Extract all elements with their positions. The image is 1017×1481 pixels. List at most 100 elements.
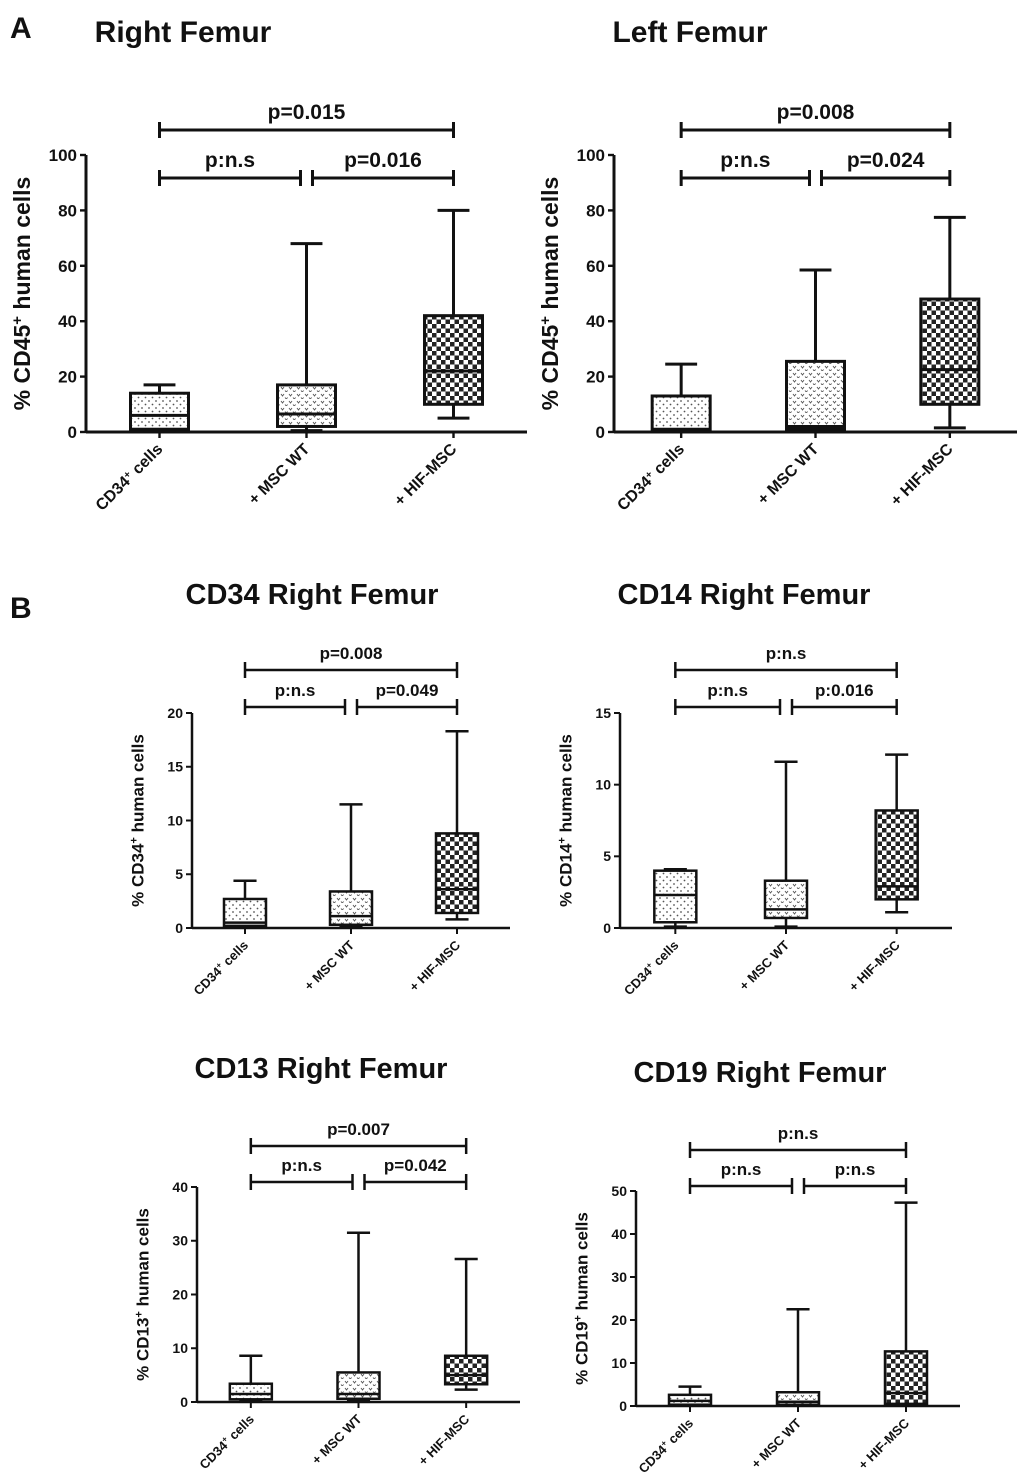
y-tick-label: 30: [611, 1269, 627, 1285]
y-tick-label: 15: [595, 705, 611, 721]
y-tick-label: 60: [58, 257, 77, 276]
p-value-label: p:n.s: [281, 1156, 322, 1175]
box: [763, 879, 809, 920]
category-label: + HIF-MSC: [391, 440, 460, 509]
y-tick-label: 20: [172, 1286, 188, 1302]
y-tick-label: 40: [611, 1226, 627, 1242]
box: [129, 391, 190, 431]
p-value-label: p:0.016: [815, 681, 874, 700]
p-value-label: p=0.008: [320, 644, 383, 663]
y-tick-label: 100: [577, 146, 605, 165]
y-tick-label: 40: [586, 312, 605, 331]
box: [443, 1354, 489, 1386]
p-value-label: p:n.s: [778, 1124, 819, 1143]
chart-title: CD34 Right Femur: [186, 579, 439, 611]
category-label: CD34+ cells: [614, 440, 688, 514]
y-tick-label: 40: [172, 1179, 188, 1195]
box: [785, 359, 846, 431]
p-value-label: p:n.s: [707, 681, 748, 700]
y-axis-label: % CD19+ human cells: [573, 1212, 592, 1385]
y-tick-label: 60: [586, 257, 605, 276]
p-value-label: p:n.s: [766, 644, 807, 663]
category-label: + HIF-MSC: [855, 1415, 912, 1472]
y-axis-label: % CD34+ human cells: [129, 734, 148, 907]
category-label: + MSC WT: [246, 441, 314, 509]
category-label: + MSC WT: [309, 1411, 365, 1467]
p-value-label: p=0.016: [344, 149, 422, 172]
y-tick-label: 100: [49, 146, 77, 165]
p-value-label: p:n.s: [720, 149, 770, 172]
y-tick-label: 80: [586, 201, 605, 220]
y-axis-label: % CD45+ human cells: [8, 177, 35, 411]
box: [228, 1382, 274, 1401]
category-label: + MSC WT: [301, 937, 357, 993]
y-tick-label: 30: [172, 1233, 188, 1249]
y-tick-label: 0: [619, 1398, 627, 1414]
y-tick-label: 0: [180, 1394, 188, 1410]
category-label: + HIF-MSC: [846, 937, 903, 994]
box: [650, 394, 712, 433]
y-tick-label: 0: [596, 423, 605, 442]
y-tick-label: 10: [611, 1355, 627, 1371]
y-tick-label: 15: [167, 759, 183, 775]
category-label: CD34+ cells: [620, 937, 681, 998]
box: [222, 897, 268, 928]
y-axis-label: % CD13+ human cells: [134, 1208, 153, 1381]
chart-title: Left Femur: [612, 16, 767, 49]
chart-4: CD14 Right Femur 0 5 10 15 % CD14+ human cell…: [557, 579, 952, 998]
p-value-label: p=0.049: [376, 681, 439, 700]
chart-5: CD13 Right Femur 0 10 20 30 40 % CD13+ human c…: [134, 1053, 520, 1472]
box: [919, 297, 981, 406]
category-label: + HIF-MSC: [888, 440, 957, 509]
p-value-label: p=0.024: [847, 149, 925, 172]
category-label: + HIF-MSC: [415, 1411, 472, 1468]
chart-title: Right Femur: [95, 16, 272, 49]
chart-3: CD34 Right Femur 0 5 10 15 20 % CD34+ human ce…: [129, 579, 510, 998]
chart-2: Left Femur 0 20 40 60 80 100 % CD45+ human cell…: [536, 16, 1017, 514]
category-label: + MSC WT: [755, 441, 823, 509]
y-tick-label: 20: [58, 368, 77, 387]
box: [276, 383, 337, 428]
y-tick-label: 50: [611, 1183, 627, 1199]
p-value-label: p=0.008: [777, 101, 855, 124]
panel-label-a: A: [10, 12, 32, 45]
p-value-label: p:n.s: [275, 681, 316, 700]
box: [423, 314, 484, 406]
p-value-label: p=0.007: [327, 1120, 390, 1139]
box: [883, 1350, 929, 1406]
y-tick-label: 5: [603, 848, 611, 864]
box: [328, 890, 374, 927]
chart-title: CD13 Right Femur: [195, 1053, 448, 1085]
y-tick-label: 10: [172, 1340, 188, 1356]
p-value-label: p:n.s: [205, 149, 255, 172]
category-label: + MSC WT: [748, 1415, 804, 1471]
y-tick-label: 10: [167, 812, 183, 828]
category-label: CD34+ cells: [196, 1411, 257, 1472]
box: [653, 869, 698, 924]
y-tick-label: 5: [175, 866, 183, 882]
chart-1: Right Femur 0 20 40 60 80 100 % CD45+ human cel…: [8, 16, 527, 514]
category-label: CD34+ cells: [635, 1415, 696, 1476]
p-value-label: p=0.042: [384, 1156, 447, 1175]
category-label: CD34+ cells: [92, 440, 166, 514]
p-value-label: p:n.s: [721, 1160, 762, 1179]
panel-label-b: B: [10, 592, 32, 625]
y-tick-label: 80: [58, 201, 77, 220]
chart-title: CD19 Right Femur: [634, 1057, 887, 1089]
y-tick-label: 10: [595, 777, 611, 793]
category-label: + HIF-MSC: [406, 937, 463, 994]
y-tick-label: 0: [175, 920, 183, 936]
y-tick-label: 0: [603, 920, 611, 936]
chart-6: CD19 Right Femur 0 10 20 30 40 50 % CD19+ human…: [573, 1057, 960, 1476]
box: [434, 832, 480, 915]
box: [874, 809, 919, 901]
chart-title: CD14 Right Femur: [618, 579, 871, 611]
category-label: + MSC WT: [736, 937, 792, 993]
p-value-label: p:n.s: [835, 1160, 876, 1179]
y-tick-label: 0: [68, 423, 77, 442]
category-label: CD34+ cells: [190, 937, 251, 998]
y-axis-label: % CD45+ human cells: [536, 177, 563, 411]
y-axis-label: % CD14+ human cells: [557, 734, 576, 907]
